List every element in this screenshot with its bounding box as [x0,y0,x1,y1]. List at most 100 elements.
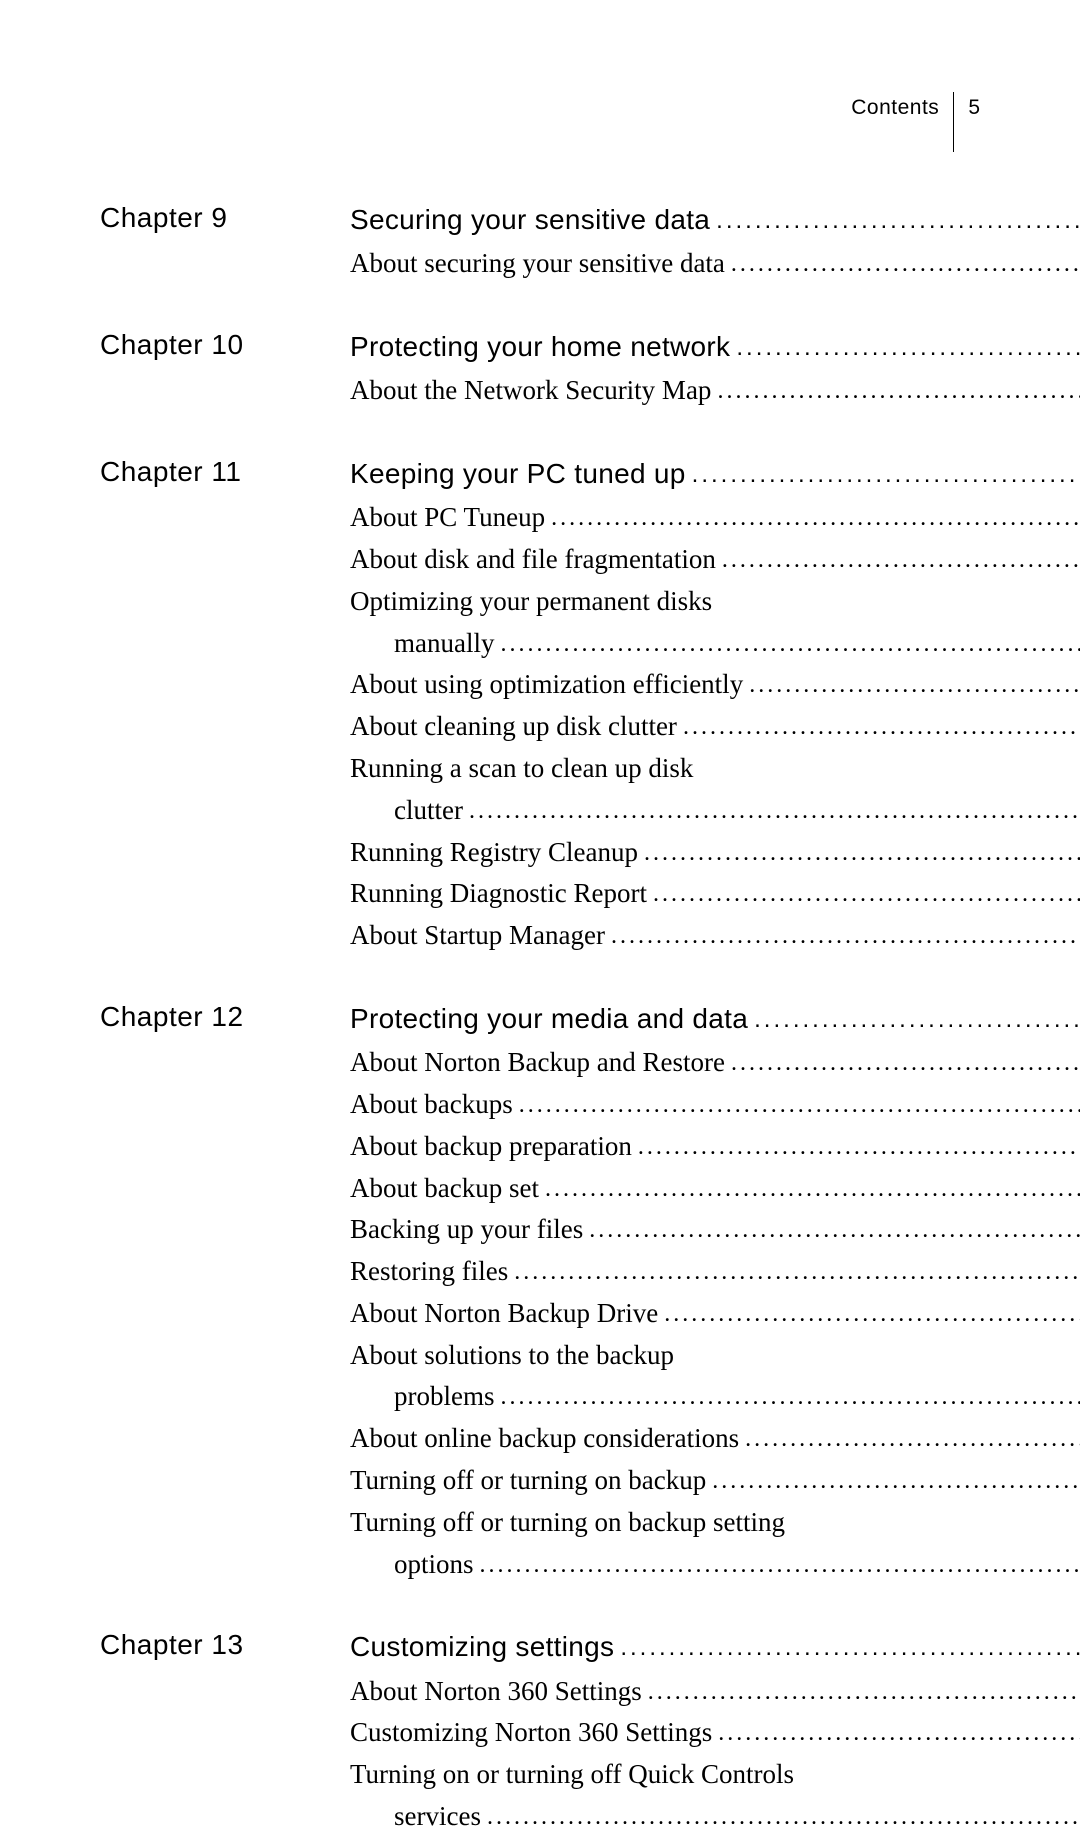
entry-text: About backups [350,1086,513,1124]
leader-dots: ........................................… [736,331,1080,365]
toc-entry: About using optimization efficiently....… [350,666,1080,704]
page-header: Contents 5 [851,78,980,138]
entry-continuation-text: options [350,1546,474,1584]
toc-entry: About backup set........................… [350,1170,1080,1208]
toc-entry: Backing up your files...................… [350,1211,1080,1249]
leader-dots: ........................................… [545,1173,1080,1207]
chapter-title-row: Securing your sensitive data............… [350,200,1080,239]
toc-entry: Running Diagnostic Report...............… [350,875,1080,913]
chapter-title-text: Protecting your home network [350,327,730,366]
toc-entry: About Norton Backup Drive...............… [350,1295,1080,1333]
toc-entry-continuation: problems................................… [350,1378,1080,1416]
toc-entry: Turning off or turning on backup setting [350,1504,1080,1542]
leader-dots: ........................................… [754,1003,1080,1037]
entry-text: About the Network Security Map [350,372,711,410]
leader-dots: ........................................… [664,1298,1080,1332]
toc-entry: Turning off or turning on backup........… [350,1462,1080,1500]
entry-text: Customizing Norton 360 Settings [350,1714,712,1752]
leader-dots: ........................................… [487,1801,1080,1835]
entry-text: About solutions to the backup [350,1337,674,1375]
chapter-title-row: Protecting your home network............… [350,327,1080,366]
toc-entry: About Norton 360 Settings...............… [350,1673,1080,1711]
leader-dots: ........................................… [716,204,1080,238]
header-divider [953,92,954,152]
chapter-title-text: Securing your sensitive data [350,200,710,239]
leader-dots: ........................................… [500,628,1080,662]
entry-text: About Norton Backup Drive [350,1295,658,1333]
toc-entry: About cleaning up disk clutter..........… [350,708,1080,746]
chapter-title-row: Customizing settings....................… [350,1627,1080,1666]
leader-dots: ........................................… [745,1423,1080,1457]
entry-text: About Norton 360 Settings [350,1673,642,1711]
entry-text: Running Registry Cleanup [350,834,638,872]
entry-text: Turning on or turning off Quick Controls [350,1756,794,1794]
entry-text: About Startup Manager [350,917,605,955]
entry-text: Turning off or turning on backup setting [350,1504,785,1542]
toc-entry: About backups...........................… [350,1086,1080,1124]
chapter-content: Protecting your media and data..........… [350,999,1080,1588]
header-page-number: 5 [968,96,980,120]
leader-dots: ........................................… [731,248,1080,282]
chapter-block: Chapter 13Customizing settings..........… [100,1627,980,1839]
leader-dots: ........................................… [551,502,1080,536]
toc-entry: About backup preparation................… [350,1128,1080,1166]
entry-text: Turning off or turning on backup [350,1462,706,1500]
entry-text: About online backup considerations [350,1420,739,1458]
entry-text: About backup preparation [350,1128,632,1166]
entry-text: Backing up your files [350,1211,583,1249]
toc-entry: Customizing Norton 360 Settings.........… [350,1714,1080,1752]
toc-entry: About online backup considerations......… [350,1420,1080,1458]
leader-dots: ........................................… [620,1631,1080,1665]
leader-dots: ........................................… [692,458,1080,492]
table-of-contents: Chapter 9Securing your sensitive data...… [100,200,980,1840]
toc-entry: About PC Tuneup.........................… [350,499,1080,537]
chapter-title-row: Protecting your media and data..........… [350,999,1080,1038]
chapter-label: Chapter 9 [100,200,350,287]
entry-continuation-text: clutter [350,792,463,830]
leader-dots: ........................................… [683,711,1080,745]
leader-dots: ........................................… [712,1465,1080,1499]
chapter-content: Keeping your PC tuned up................… [350,454,1080,959]
entry-text: Restoring files [350,1253,508,1291]
toc-entry: About the Network Security Map..........… [350,372,1080,410]
leader-dots: ........................................… [717,375,1080,409]
toc-entry: Running a scan to clean up disk [350,750,1080,788]
entry-text: About using optimization efficiently [350,666,743,704]
chapter-title-text: Customizing settings [350,1627,614,1666]
leader-dots: ........................................… [644,837,1080,871]
toc-entry-continuation: manually................................… [350,625,1080,663]
leader-dots: ........................................… [638,1131,1080,1165]
leader-dots: ........................................… [749,669,1080,703]
entry-text: About PC Tuneup [350,499,545,537]
toc-entry: About solutions to the backup [350,1337,1080,1375]
chapter-label: Chapter 10 [100,327,350,414]
chapter-title-text: Keeping your PC tuned up [350,454,686,493]
entry-text: Optimizing your permanent disks [350,583,712,621]
leader-dots: ........................................… [480,1549,1080,1583]
entry-text: Running a scan to clean up disk [350,750,693,788]
toc-entry: About securing your sensitive data......… [350,245,1080,283]
chapter-block: Chapter 9Securing your sensitive data...… [100,200,980,287]
leader-dots: ........................................… [722,544,1080,578]
chapter-content: Securing your sensitive data............… [350,200,1080,287]
toc-entry-continuation: services................................… [350,1798,1080,1836]
toc-entry: Running Registry Cleanup................… [350,834,1080,872]
entry-text: About securing your sensitive data [350,245,725,283]
entry-text: About disk and file fragmentation [350,541,716,579]
entry-continuation-text: manually [350,625,494,663]
leader-dots: ........................................… [501,1381,1080,1415]
entry-continuation-text: services [350,1798,481,1836]
chapter-label: Chapter 13 [100,1627,350,1839]
toc-entry: About Norton Backup and Restore.........… [350,1044,1080,1082]
toc-entry: Optimizing your permanent disks [350,583,1080,621]
leader-dots: ........................................… [611,920,1080,954]
entry-text: Running Diagnostic Report [350,875,647,913]
toc-entry-continuation: clutter.................................… [350,792,1080,830]
toc-entry: About disk and file fragmentation.......… [350,541,1080,579]
leader-dots: ........................................… [718,1717,1080,1751]
chapter-label: Chapter 11 [100,454,350,959]
leader-dots: ........................................… [731,1047,1080,1081]
entry-text: About cleaning up disk clutter [350,708,677,746]
chapter-title-text: Protecting your media and data [350,999,748,1038]
toc-entry: Restoring files.........................… [350,1253,1080,1291]
